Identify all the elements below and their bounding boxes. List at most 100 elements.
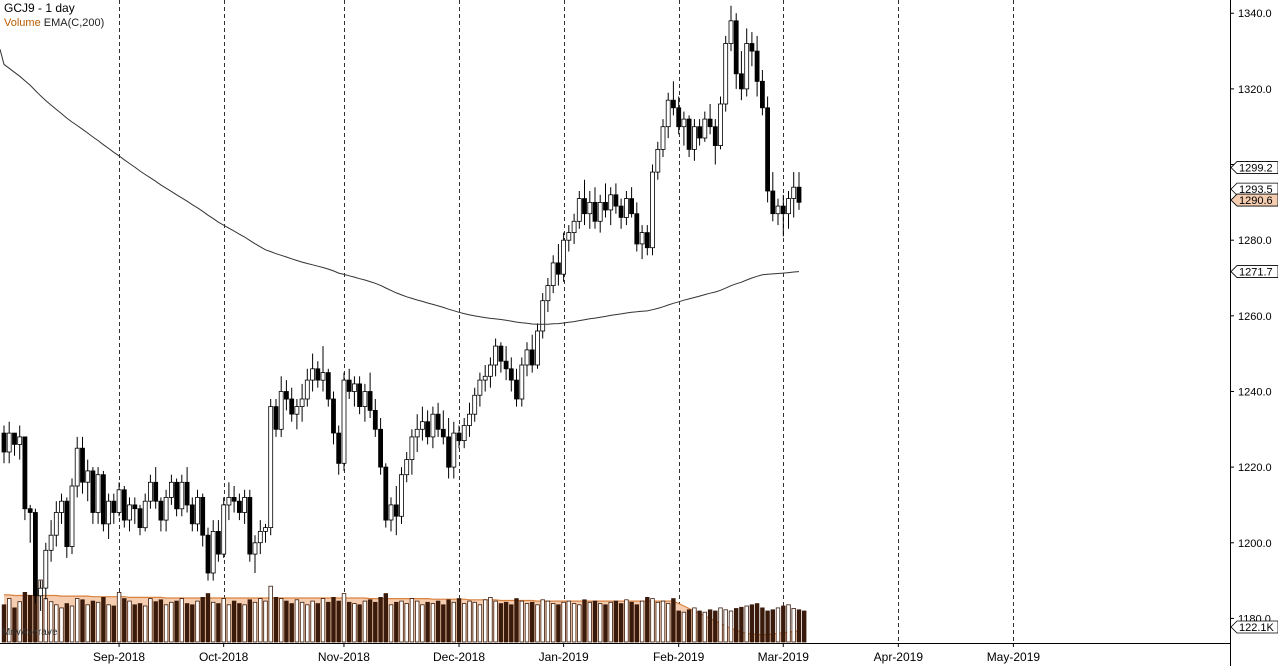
volume-bar <box>430 603 436 643</box>
candle-body <box>414 428 420 438</box>
volume-bar <box>545 600 551 643</box>
candle-body <box>53 512 59 536</box>
volume-bar <box>210 601 216 643</box>
candle-body <box>362 391 368 408</box>
candle-body <box>446 436 452 468</box>
candle-body <box>236 500 242 513</box>
candle-body <box>184 481 190 506</box>
volume-bar <box>770 609 775 643</box>
candle-body <box>383 466 389 521</box>
candle-body <box>247 496 253 555</box>
volume-bar <box>425 601 430 643</box>
candle-body <box>226 496 232 506</box>
volume-bar <box>59 607 64 643</box>
candle-body <box>681 118 687 128</box>
volume-bar <box>268 585 273 643</box>
volume-bar <box>493 600 498 643</box>
candle-body <box>200 496 206 536</box>
volume-bar <box>660 600 666 643</box>
chart-title: GCJ9 - 1 day <box>4 1 75 15</box>
volume-bar <box>394 601 399 643</box>
volume-bar <box>184 603 190 643</box>
volume-bar <box>305 604 310 643</box>
volume-bar <box>786 604 791 643</box>
candle-body <box>1 432 7 453</box>
volume-bar <box>263 600 268 643</box>
candle-body <box>205 534 211 574</box>
volume-bar <box>796 609 802 643</box>
volume-bar <box>216 603 221 643</box>
volume-bar <box>22 592 28 643</box>
price-tick-label: 1340.0 <box>1238 8 1272 20</box>
volume-bar <box>200 597 205 643</box>
volume-bar <box>765 610 770 643</box>
candle-body <box>153 481 159 502</box>
price-marker-label: 1271.7 <box>1239 267 1273 279</box>
candle-body <box>765 107 770 192</box>
volume-bar <box>645 597 650 643</box>
time-tick-label: Nov-2018 <box>318 650 370 664</box>
candle-body <box>64 500 70 548</box>
candle-body <box>587 201 593 215</box>
candle-body <box>378 428 384 468</box>
volume-bar <box>195 600 200 643</box>
volume-bar <box>226 604 232 643</box>
candle-body <box>12 432 17 445</box>
volume-bar <box>237 603 242 643</box>
volume-bar <box>90 600 96 643</box>
candle-body <box>760 80 765 109</box>
price-tick-label: 1320.0 <box>1238 84 1272 96</box>
volume-bar <box>530 601 535 643</box>
volume-bar <box>624 599 629 643</box>
candle-body <box>74 447 80 487</box>
volume-bar <box>718 607 723 643</box>
candle-body <box>320 372 326 381</box>
candle-body <box>571 220 577 234</box>
candle-body <box>90 470 96 513</box>
volume-bar <box>158 599 164 643</box>
time-tick-label: Feb-2019 <box>653 650 705 664</box>
candle-body <box>467 413 472 426</box>
candle-body <box>399 474 404 517</box>
candle-body <box>242 496 248 513</box>
candle-body <box>613 194 619 207</box>
price-marker-label: 1290.6 <box>1239 195 1273 207</box>
volume-bar <box>341 593 347 643</box>
volume-bar <box>373 601 378 643</box>
candle-body <box>508 368 514 381</box>
volume-bar <box>54 604 59 643</box>
candle-body <box>676 107 682 128</box>
candle-body <box>80 447 85 483</box>
price-marker-box <box>1230 193 1278 207</box>
volume-bar <box>482 599 488 643</box>
volume-bar <box>7 598 12 643</box>
volume-bar <box>498 603 504 643</box>
volume-bar <box>310 600 315 643</box>
candle-body <box>702 118 708 139</box>
volume-bar <box>728 610 734 643</box>
volume-bar <box>69 605 75 643</box>
volume-bar <box>608 601 613 643</box>
candle-body <box>435 413 441 430</box>
volume-marker-box <box>1230 620 1278 634</box>
volume-bar <box>278 598 284 643</box>
volume-pane-label: MovAverave <box>2 627 58 638</box>
price-axis: 1340.01320.01300.01280.01260.01240.01220… <box>1230 0 1278 666</box>
volume-bar <box>613 600 619 643</box>
volume-bar <box>686 609 692 643</box>
candle-body <box>624 198 629 218</box>
candle-body <box>179 481 185 510</box>
candle-body <box>749 43 755 52</box>
candle-body <box>22 436 28 510</box>
volume-bar <box>346 601 352 643</box>
candle-body <box>346 379 352 392</box>
volume-bar <box>577 604 582 643</box>
time-tick-label: Sep-2018 <box>93 650 145 664</box>
candle-body <box>561 239 566 275</box>
volume-bar <box>284 600 289 643</box>
candle-body <box>336 432 342 464</box>
volume-bar <box>582 599 587 643</box>
volume-bar <box>106 604 111 643</box>
volume-bar <box>205 593 211 643</box>
